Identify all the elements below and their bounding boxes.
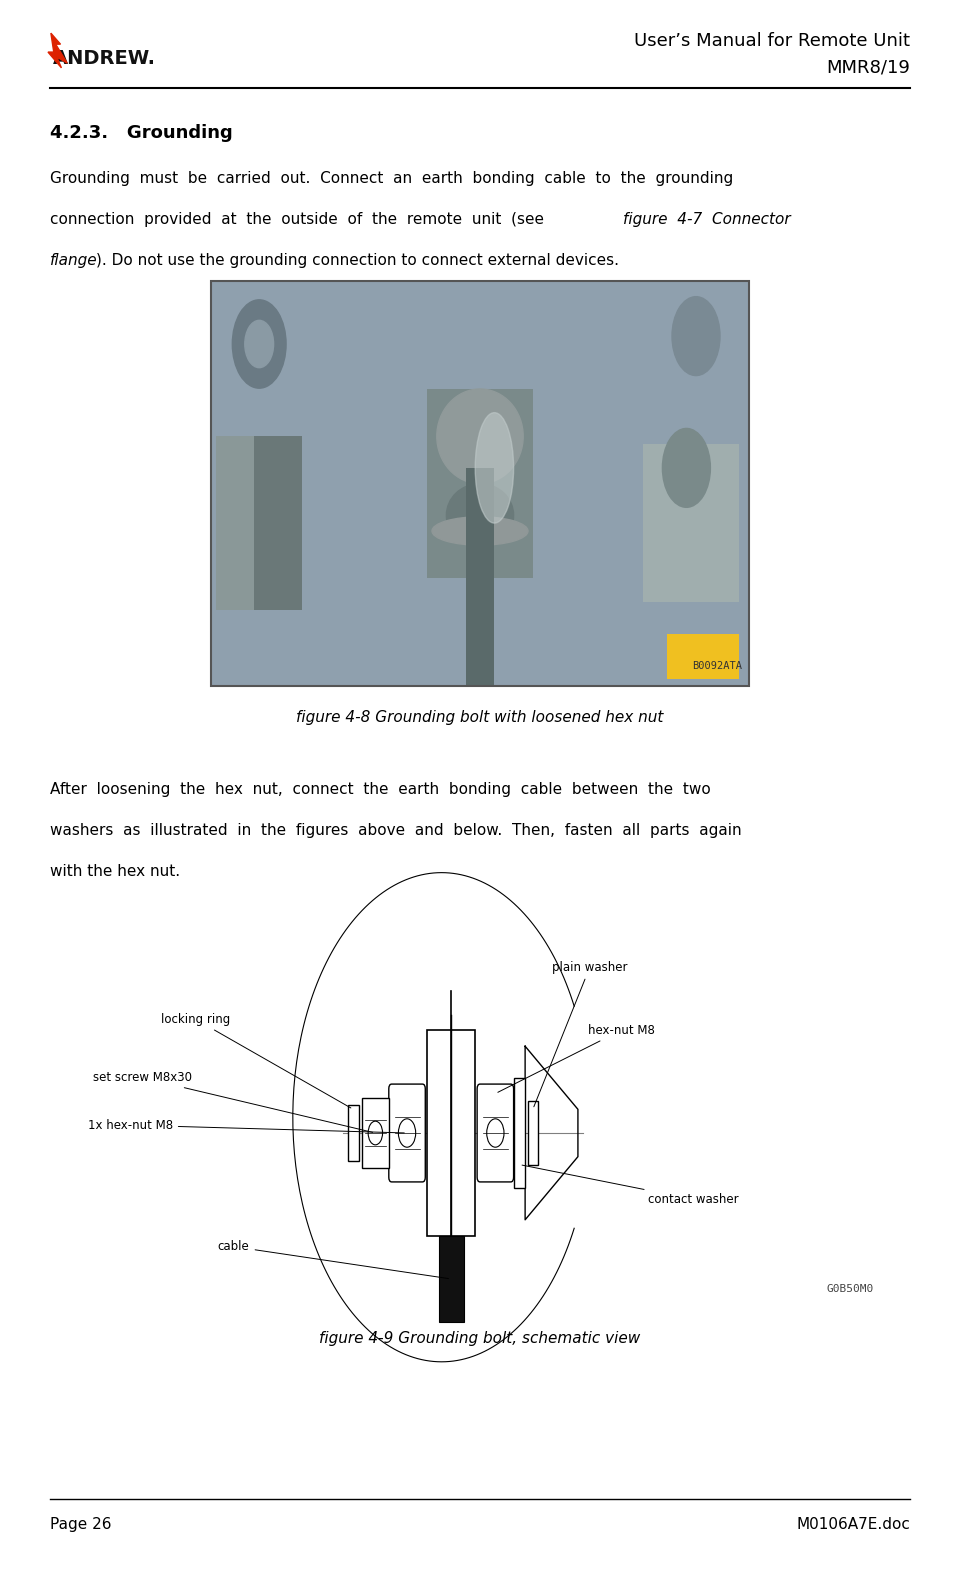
Bar — [362, 1098, 389, 1168]
Text: washers  as  illustrated  in  the  figures  above  and  below.  Then,  fasten  a: washers as illustrated in the figures ab… — [50, 822, 741, 838]
Bar — [211, 281, 749, 686]
Text: ANDREW.: ANDREW. — [53, 49, 156, 68]
Text: contact washer: contact washer — [522, 1165, 738, 1206]
Ellipse shape — [368, 1122, 382, 1146]
Ellipse shape — [475, 412, 514, 524]
Bar — [439, 1236, 464, 1322]
Circle shape — [245, 320, 274, 368]
Text: After  loosening  the  hex  nut,  connect  the  earth  bonding  cable  between  : After loosening the hex nut, connect the… — [50, 781, 710, 797]
Text: connection  provided  at  the  outside  of  the  remote  unit  (see: connection provided at the outside of th… — [50, 211, 554, 227]
Text: G0B50M0: G0B50M0 — [827, 1284, 874, 1294]
Text: figure  4-7  Connector: figure 4-7 Connector — [623, 211, 791, 227]
Text: MMR8/19: MMR8/19 — [827, 58, 910, 77]
Text: set screw M8x30: set screw M8x30 — [93, 1071, 372, 1133]
Text: User’s Manual for Remote Unit: User’s Manual for Remote Unit — [634, 32, 910, 50]
Bar — [211, 281, 749, 686]
Text: 1x hex-nut M8: 1x hex-nut M8 — [87, 1119, 404, 1133]
Text: plain washer: plain washer — [534, 961, 628, 1106]
Bar — [643, 445, 739, 603]
Bar — [528, 1101, 538, 1165]
Bar — [466, 467, 494, 686]
Bar — [211, 281, 749, 686]
FancyBboxPatch shape — [389, 1084, 425, 1182]
Bar — [216, 437, 254, 609]
Circle shape — [672, 297, 720, 376]
Text: figure 4-9 Grounding bolt, schematic view: figure 4-9 Grounding bolt, schematic vie… — [320, 1330, 640, 1346]
Bar — [667, 634, 739, 679]
Bar — [427, 390, 533, 579]
Circle shape — [232, 300, 286, 388]
Ellipse shape — [487, 1119, 504, 1147]
Text: M0106A7E.doc: M0106A7E.doc — [796, 1516, 910, 1532]
Text: Grounding  must  be  carried  out.  Connect  an  earth  bonding  cable  to  the : Grounding must be carried out. Connect a… — [50, 170, 733, 186]
Bar — [77, 928, 883, 1307]
Bar — [427, 1030, 475, 1236]
Ellipse shape — [398, 1119, 416, 1147]
FancyBboxPatch shape — [477, 1084, 514, 1182]
Text: 4.2.3.   Grounding: 4.2.3. Grounding — [50, 123, 232, 142]
Bar — [514, 1078, 525, 1188]
Ellipse shape — [446, 484, 514, 548]
Bar — [216, 437, 302, 609]
Text: flange: flange — [50, 252, 98, 268]
Text: B0092ATA: B0092ATA — [692, 661, 742, 671]
Polygon shape — [48, 33, 67, 68]
Text: cable: cable — [218, 1240, 448, 1278]
Text: ). Do not use the grounding connection to connect external devices.: ). Do not use the grounding connection t… — [96, 252, 619, 268]
Ellipse shape — [432, 518, 528, 546]
Ellipse shape — [437, 388, 523, 483]
Text: hex-nut M8: hex-nut M8 — [498, 1024, 655, 1092]
Text: locking ring: locking ring — [161, 1013, 350, 1108]
Text: figure 4-8 Grounding bolt with loosened hex nut: figure 4-8 Grounding bolt with loosened … — [297, 710, 663, 726]
Text: with the hex nut.: with the hex nut. — [50, 863, 180, 879]
Circle shape — [662, 428, 710, 508]
Text: Page 26: Page 26 — [50, 1516, 111, 1532]
Bar — [348, 1105, 359, 1161]
